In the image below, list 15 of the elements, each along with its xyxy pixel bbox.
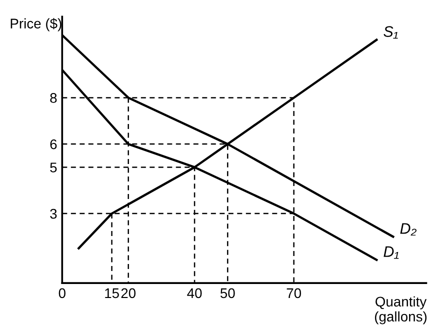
x-tick-label: 50	[220, 288, 235, 298]
x-tick-label: 15	[105, 288, 119, 298]
x-axis-title: Quantity (gallons)	[374, 296, 427, 324]
x-tick-label: 40	[187, 288, 202, 298]
series-label: D₂	[400, 223, 416, 236]
y-tick-label: 3	[50, 208, 57, 219]
series-label: S₁	[384, 26, 398, 39]
y-tick-label: 6	[50, 139, 57, 150]
y-tick-label: 5	[50, 162, 57, 172]
y-axis-title: Price ($)	[10, 18, 62, 32]
x-tick-label: 20	[121, 288, 136, 298]
series-label: D₁	[384, 246, 399, 259]
x-tick-label: 70	[286, 288, 302, 298]
y-tick-label: 8	[50, 93, 57, 103]
x-tick-label: 0	[58, 288, 66, 298]
